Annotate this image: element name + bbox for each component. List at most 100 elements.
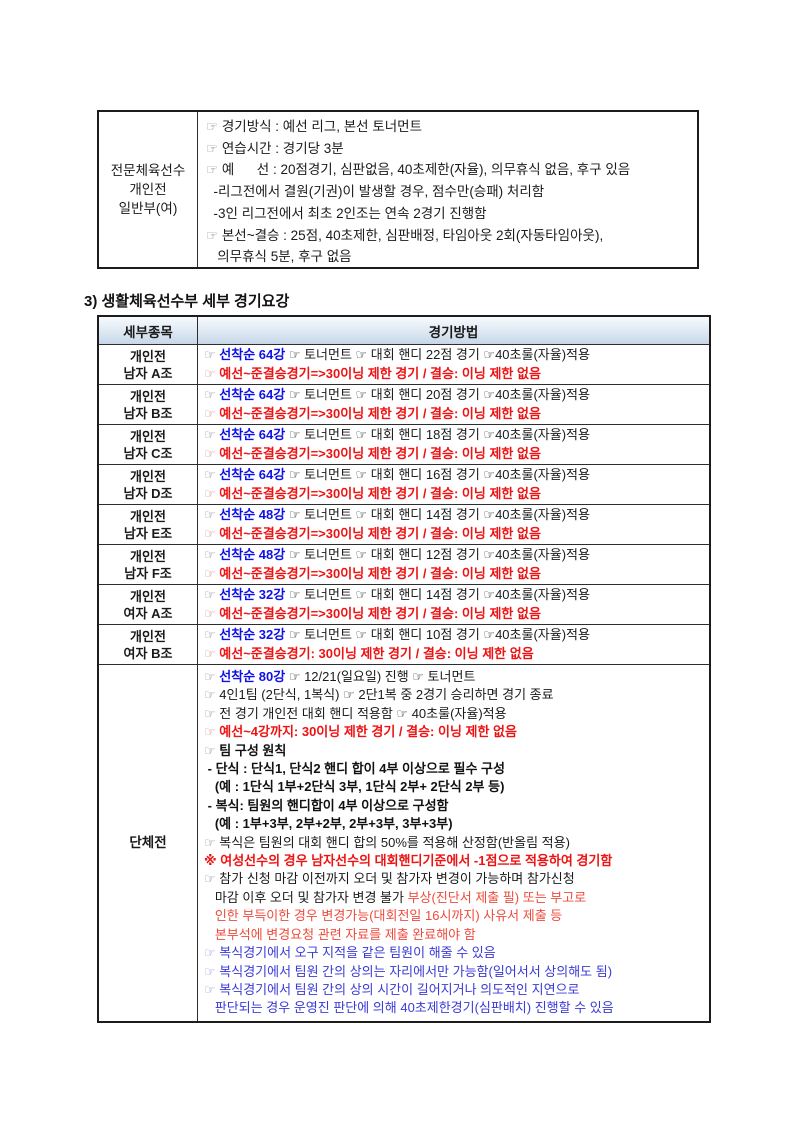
text-segment: (예 : 1부+3부, 2부+2부, 2부+3부, 3부+3부) (204, 816, 453, 832)
text-segment: 인한 부득이한 경우 변경가능(대회전일 16시까지) 사유서 제출 등 (204, 908, 563, 924)
text-segment: 팀 구성 원칙 (219, 742, 287, 758)
text-segment: 선착순 80강 (219, 669, 286, 684)
text-segment: ☞ 토너먼트 ☞ 대회 핸디 22점 경기 ☞40초룰(자율)적용 (285, 347, 590, 362)
text-line: -3인 리그전에서 최초 2인조는 연속 2경기 진행함 (206, 203, 689, 225)
pointing-finger-icon: ☞ (206, 119, 222, 134)
text-segment: - 단식 : 단식1, 단식2 핸디 합이 4부 이상으로 필수 구성 (204, 761, 505, 777)
text-segment: 4인1팀 (2단식, 1복식) ☞ 2단1복 중 2경기 승리하면 경기 종료 (219, 687, 554, 703)
event-label-line: 남자 D조 (123, 485, 173, 501)
pointing-finger-icon: ☞ (204, 507, 220, 522)
text-line: ☞ 참가 신청 마감 이전까지 오더 및 참가자 변경이 가능하며 참가신청 (204, 870, 703, 888)
event-rules: ☞ 선착순 64강 ☞ 토너먼트 ☞ 대회 핸디 16점 경기 ☞40초룰(자율… (198, 465, 709, 504)
text-line: ☞ 본선~결승 : 25점, 40초제한, 심판배정, 타임아웃 2회(자동타임… (206, 225, 689, 247)
event-rules: ☞ 선착순 48강 ☞ 토너먼트 ☞ 대회 핸디 12점 경기 ☞40초룰(자율… (198, 545, 709, 584)
pointing-finger-icon: ☞ (204, 427, 220, 442)
text-line: - 단식 : 단식1, 단식2 핸디 합이 4부 이상으로 필수 구성 (204, 760, 703, 778)
text-segment: 예선~준결승경기=>30이닝 제한 경기 / 결승: 이닝 제한 없음 (219, 405, 541, 421)
event-rules: ☞ 선착순 64강 ☞ 토너먼트 ☞ 대회 핸디 18점 경기 ☞40초룰(자율… (198, 425, 709, 464)
text-segment: 판단되는 경우 운영진 판단에 의해 40초제한경기(심판배치) 진행할 수 있… (204, 1000, 614, 1016)
text-line: ☞ 선착순 48강 ☞ 토너먼트 ☞ 대회 핸디 12점 경기 ☞40초룰(자율… (204, 546, 703, 565)
pointing-finger-icon: ☞ (204, 627, 220, 642)
text-line: - 복식: 팀원의 핸디합이 4부 이상으로 구성함 (204, 797, 703, 815)
text-segment: 선착순 64강 (219, 347, 286, 362)
pointing-finger-icon: ☞ (204, 645, 220, 661)
text-line: ☞ 예선~준결승경기=>30이닝 제한 경기 / 결승: 이닝 제한 없음 (204, 525, 703, 544)
text-line: ☞ 예선~준결승경기=>30이닝 제한 경기 / 결승: 이닝 제한 없음 (204, 445, 703, 464)
pointing-finger-icon: ☞ (204, 687, 220, 703)
text-line: ☞ 예선~준결승경기=>30이닝 제한 경기 / 결승: 이닝 제한 없음 (204, 565, 703, 584)
event-label-line: 남자 A조 (123, 365, 173, 381)
text-segment: ☞ 토너먼트 ☞ 대회 핸디 10점 경기 ☞40초룰(자율)적용 (285, 627, 590, 642)
pointing-finger-icon: ☞ (204, 445, 220, 461)
text-line: 인한 부득이한 경우 변경가능(대회전일 16시까지) 사유서 제출 등 (204, 907, 703, 925)
text-segment: 선착순 64강 (219, 427, 286, 442)
table-row: 개인전 남자 F조 ☞ 선착순 48강 ☞ 토너먼트 ☞ 대회 핸디 12점 경기 … (99, 545, 709, 585)
event-label: 개인전 남자 A조 (99, 345, 198, 384)
text-line: 판단되는 경우 운영진 판단에 의해 40초제한경기(심판배치) 진행할 수 있… (204, 999, 703, 1017)
event-label-line: 개인전 (130, 628, 166, 644)
text-segment: 선착순 48강 (219, 507, 286, 522)
text-line: ☞ 복식경기에서 오구 지적을 같은 팀원이 해줄 수 있음 (204, 944, 703, 962)
event-label-line: 여자 A조 (123, 605, 173, 621)
pointing-finger-icon: ☞ (206, 227, 222, 243)
pointing-finger-icon: ☞ (204, 587, 220, 602)
pointing-finger-icon: ☞ (204, 724, 220, 740)
amateur-rules-table: 세부종목 경기방법 개인전 남자 A조 ☞ 선착순 64강 ☞ 토너먼트 ☞ 대회 … (97, 315, 711, 1023)
text-line: 본부석에 변경요청 관련 자료를 제출 완료해야 함 (204, 926, 703, 944)
event-label-line: 여자 B조 (123, 645, 173, 661)
table-row: 개인전 남자 E조 ☞ 선착순 48강 ☞ 토너먼트 ☞ 대회 핸디 14점 경기 … (99, 505, 709, 545)
text-segment: ☞ 토너먼트 ☞ 대회 핸디 14점 경기 ☞40초룰(자율)적용 (285, 587, 590, 602)
text-segment: 마감 이후 오더 및 참가자 변경 불가 (204, 889, 408, 905)
text-line: ☞ 복식경기에서 팀원 간의 상의 시간이 길어지거나 의도적인 지연으로 (204, 981, 703, 999)
text-line: ☞ 예선~준결승경기: 30이닝 제한 경기 / 결승: 이닝 제한 없음 (204, 645, 703, 664)
text-segment: 예선~준결승경기=>30이닝 제한 경기 / 결승: 이닝 제한 없음 (219, 485, 541, 501)
pro-athlete-rules: ☞ 경기방식 : 예선 리그, 본선 토너먼트 ☞ 연습시간 : 경기당 3분 ☞ … (198, 112, 697, 267)
event-label-line: 개인전 (130, 388, 166, 404)
text-segment: 예선~준결승경기=>30이닝 제한 경기 / 결승: 이닝 제한 없음 (219, 565, 541, 581)
pointing-finger-icon: ☞ (204, 547, 220, 562)
pointing-finger-icon: ☞ (204, 669, 220, 684)
event-label: 개인전 여자 A조 (99, 585, 198, 624)
text-line: ☞ 선착순 64강 ☞ 토너먼트 ☞ 대회 핸디 22점 경기 ☞40초룰(자율… (204, 346, 703, 365)
pointing-finger-icon: ☞ (206, 162, 222, 178)
event-label: 개인전 남자 E조 (99, 505, 198, 544)
text-segment: -3인 리그전에서 최초 2인조는 연속 2경기 진행함 (206, 205, 487, 221)
event-label-line: 개인전 (130, 508, 166, 524)
text-segment: 예선~준결승경기=>30이닝 제한 경기 / 결승: 이닝 제한 없음 (219, 605, 541, 621)
pointing-finger-icon: ☞ (204, 834, 220, 850)
pointing-finger-icon: ☞ (204, 565, 220, 581)
pointing-finger-icon: ☞ (204, 365, 220, 381)
text-segment: 참가 신청 마감 이전까지 오더 및 참가자 변경이 가능하며 참가신청 (219, 871, 575, 887)
text-line: ☞ 선착순 64강 ☞ 토너먼트 ☞ 대회 핸디 20점 경기 ☞40초룰(자율… (204, 386, 703, 405)
event-rules: ☞ 선착순 64강 ☞ 토너먼트 ☞ 대회 핸디 20점 경기 ☞40초룰(자율… (198, 385, 709, 424)
text-segment: 복식은 팀원의 대회 핸디 합의 50%를 적용해 산정함(반올림 적용) (219, 834, 570, 850)
pointing-finger-icon: ☞ (204, 405, 220, 421)
team-event-row: 단체전 ☞ 선착순 80강 ☞ 12/21(일요일) 진행 ☞ 토너먼트 ☞ 4인… (99, 665, 709, 1021)
event-rules: ☞ 선착순 32강 ☞ 토너먼트 ☞ 대회 핸디 14점 경기 ☞40초룰(자율… (198, 585, 709, 624)
event-label: 개인전 여자 B조 (99, 625, 198, 664)
text-segment: (예 : 1단식 1부+2단식 3부, 1단식 2부+ 2단식 2부 등) (204, 779, 505, 795)
event-label-line: 개인전 (130, 348, 166, 364)
text-segment: 복식경기에서 팀원 간의 상의 시간이 길어지거나 의도적인 지연으로 (219, 981, 580, 997)
text-segment: ☞ 토너먼트 ☞ 대회 핸디 18점 경기 ☞40초룰(자율)적용 (285, 427, 590, 442)
text-segment: 선착순 64강 (219, 467, 286, 482)
text-line: ☞ 연습시간 : 경기당 3분 (206, 138, 689, 160)
pointing-finger-icon: ☞ (206, 140, 222, 156)
pointing-finger-icon: ☞ (204, 467, 220, 482)
table-row: 개인전 여자 A조 ☞ 선착순 32강 ☞ 토너먼트 ☞ 대회 핸디 14점 경기 … (99, 585, 709, 625)
text-segment: 선착순 32강 (219, 627, 286, 642)
event-label-line: 남자 E조 (123, 525, 173, 541)
pointing-finger-icon: ☞ (204, 347, 220, 362)
text-line: ☞ 예선~4강까지: 30이닝 제한 경기 / 결승: 이닝 제한 없음 (204, 723, 703, 741)
text-segment: 본선~결승 : 25점, 40초제한, 심판배정, 타임아웃 2회(자동타임아웃… (221, 227, 604, 243)
text-line: ☞ 복식경기에서 팀원 간의 상의는 자리에서만 가능함(일어서서 상의해도 됨… (204, 963, 703, 981)
text-segment: 경기방식 : 예선 리그, 본선 토너먼트 (221, 119, 422, 134)
pointing-finger-icon: ☞ (204, 963, 220, 979)
text-line: ☞ 전 경기 개인전 대회 핸디 적용함 ☞ 40초룰(자율)적용 (204, 705, 703, 723)
text-segment: ☞ 12/21(일요일) 진행 ☞ 토너먼트 (285, 669, 476, 684)
text-line: ☞ 팀 구성 원칙 (204, 742, 703, 760)
table-row: 개인전 남자 C조 ☞ 선착순 64강 ☞ 토너먼트 ☞ 대회 핸디 18점 경기 … (99, 425, 709, 465)
pointing-finger-icon: ☞ (204, 605, 220, 621)
text-segment: 예선~준결승경기: 30이닝 제한 경기 / 결승: 이닝 제한 없음 (219, 645, 534, 661)
